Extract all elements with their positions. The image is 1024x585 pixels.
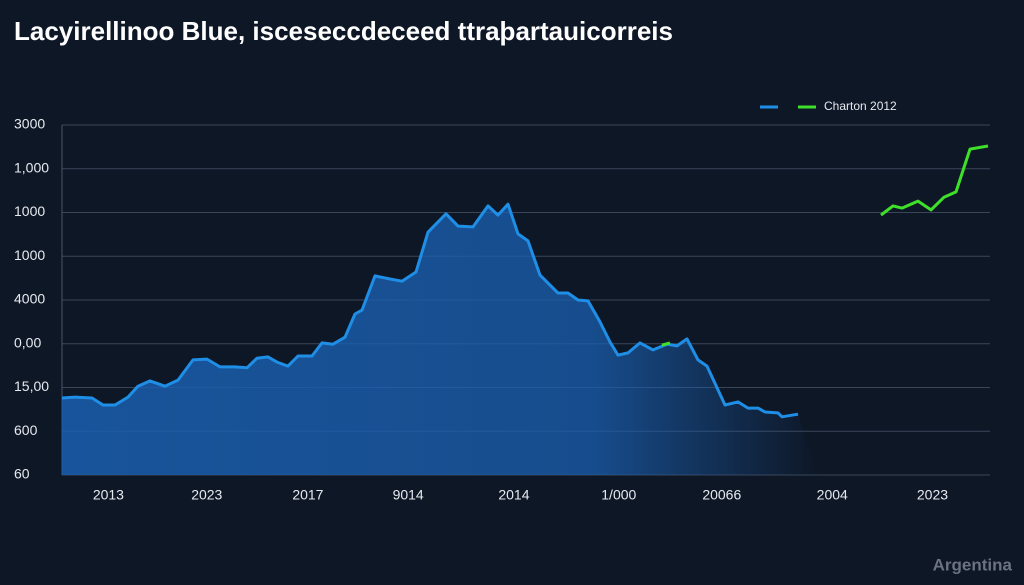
- x-tick-label: 2023: [191, 487, 222, 503]
- x-tick-label: 2014: [498, 487, 529, 503]
- y-tick-label: 0,00: [14, 334, 41, 350]
- area: [62, 204, 818, 475]
- x-tick-label: 20066: [702, 487, 741, 503]
- x-tick-label: 2023: [917, 487, 948, 503]
- y-tick-label: 1000: [14, 247, 45, 263]
- y-tick-label: 4000: [14, 291, 45, 307]
- y-tick-label: 15,00: [14, 378, 49, 394]
- legend-label: Charton 2012: [824, 99, 897, 113]
- line: [880, 144, 989, 217]
- watermark: Argentina: [933, 555, 1013, 574]
- y-tick-label: 600: [14, 422, 38, 438]
- chart-title: Lacyirellinoo Blue, isceseccdeceed ttraþ…: [14, 16, 673, 46]
- line: [61, 202, 799, 419]
- x-tick-label: 2004: [817, 487, 848, 503]
- line: [661, 341, 671, 347]
- x-tick-label: 9014: [393, 487, 424, 503]
- y-tick-label: 3000: [14, 116, 45, 132]
- y-tick-label: 60: [14, 466, 30, 482]
- y-tick-label: 1,000: [14, 159, 49, 175]
- x-tick-label: 2013: [93, 487, 124, 503]
- x-tick-label: 2017: [292, 487, 323, 503]
- y-tick-label: 1000: [14, 203, 45, 219]
- x-tick-label: 1/000: [601, 487, 636, 503]
